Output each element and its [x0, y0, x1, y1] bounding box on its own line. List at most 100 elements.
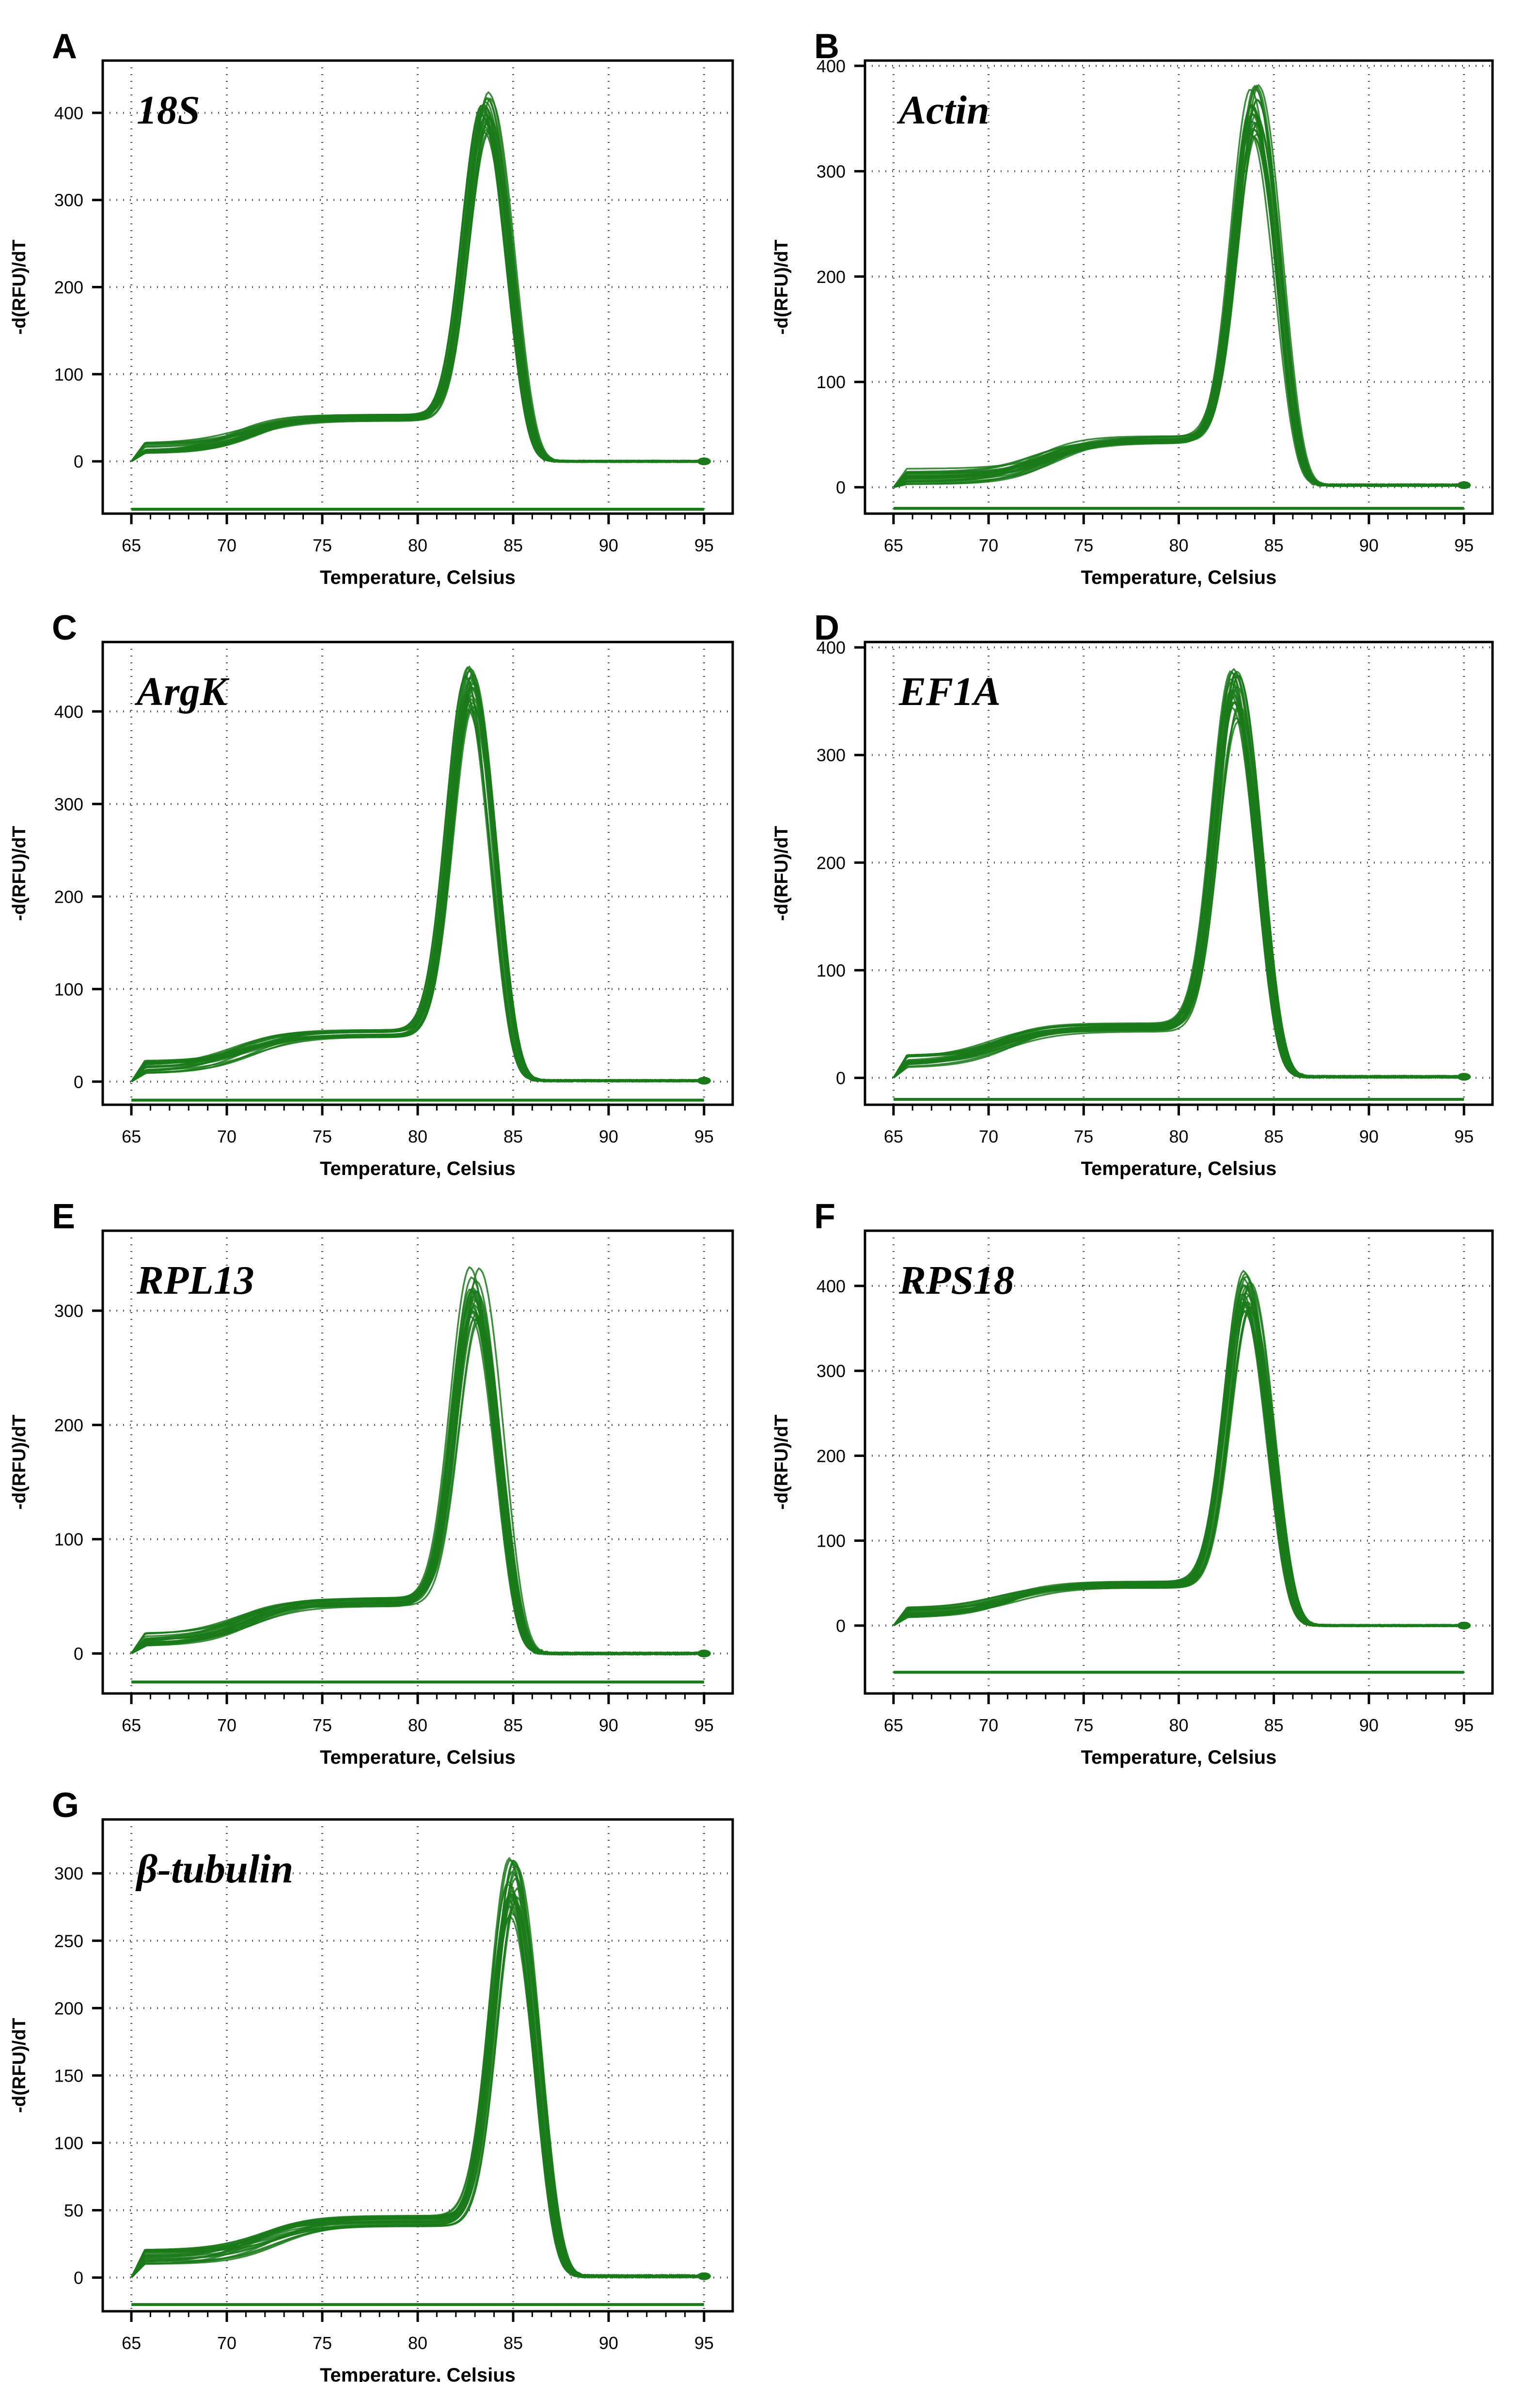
- y-tick-label: 400: [54, 103, 83, 123]
- melt-curve: [893, 1282, 1464, 1628]
- melt-curve: [131, 114, 705, 464]
- y-tick-label: 300: [54, 1301, 83, 1321]
- x-tick-label: 75: [313, 1715, 332, 1735]
- melt-curve: [893, 1306, 1464, 1628]
- x-tick-label: 95: [1454, 1715, 1474, 1735]
- melt-curve: [893, 1301, 1464, 1628]
- melt-curve: [893, 1285, 1464, 1628]
- x-tick-label: 75: [313, 1127, 332, 1146]
- melt-curves: [130, 91, 705, 464]
- x-tick-label: 65: [122, 1715, 141, 1735]
- y-tick-label: 0: [74, 1072, 83, 1092]
- x-tick-label: 70: [217, 2333, 236, 2353]
- x-tick-label: 95: [694, 535, 714, 555]
- x-tick-label: 65: [122, 535, 141, 555]
- gene-label: RPS18: [898, 1258, 1014, 1303]
- melt-curve: [893, 1301, 1465, 1628]
- y-tick-label: 200: [54, 887, 83, 907]
- melt-curve: [130, 1301, 704, 1656]
- panel-d: 65 70 75 80 85 90 95 0 100 200 300 400 Temperature, …: [771, 609, 1494, 1179]
- panel-letter: B: [814, 27, 839, 66]
- y-tick-label: 200: [817, 267, 846, 287]
- y-tick-label: 400: [54, 702, 83, 721]
- gene-label: Actin: [896, 88, 990, 133]
- melt-curve: [893, 113, 1464, 488]
- curve-end-marker: [1457, 481, 1471, 489]
- x-tick-label: 70: [979, 1127, 998, 1146]
- x-tick-label: 80: [408, 2333, 427, 2353]
- melt-curve: [131, 97, 705, 463]
- x-tick-label: 65: [884, 1127, 903, 1146]
- panel-g: 65 70 75 80 85 90 95 0 50 100 150 200 250 300 Temperat…: [9, 1786, 734, 2382]
- melt-curve: [130, 112, 705, 463]
- melt-curve: [893, 98, 1464, 488]
- melt-curves: [893, 84, 1465, 488]
- panel-letter: D: [814, 609, 839, 647]
- melt-curve: [893, 129, 1464, 488]
- y-tick-label: 0: [836, 478, 846, 498]
- curve-end-marker: [697, 1077, 711, 1085]
- melt-curve: [893, 103, 1465, 488]
- x-tick-label: 85: [1264, 1715, 1284, 1735]
- melt-curve: [130, 105, 705, 464]
- x-tick-label: 90: [599, 535, 618, 555]
- y-tick-label: 300: [817, 161, 846, 181]
- curve-end-marker: [697, 2272, 711, 2280]
- x-tick-label: 70: [979, 1715, 998, 1735]
- melt-curve: [893, 1285, 1464, 1628]
- plot-frame: [101, 1818, 734, 2313]
- gene-label: 18S: [137, 88, 200, 133]
- x-axis-label: Temperature, Celsius: [1081, 1158, 1277, 1179]
- y-tick-label: 400: [817, 638, 846, 658]
- y-axis-label: -d(RFU)/dT: [771, 239, 792, 334]
- y-tick-label: 50: [64, 2200, 83, 2220]
- panel-f: 65 70 75 80 85 90 95 0 100 200 300 400 Temperature, …: [771, 1197, 1494, 1768]
- y-tick-label: 0: [836, 1616, 846, 1636]
- x-tick-label: 95: [1454, 535, 1474, 555]
- y-tick-label: 0: [836, 1068, 846, 1088]
- y-tick-label: 250: [54, 1931, 83, 1951]
- x-tick-label: 90: [599, 2333, 618, 2353]
- melt-curve: [893, 1284, 1464, 1628]
- x-tick-label: 70: [979, 535, 998, 555]
- x-tick-label: 70: [217, 535, 236, 555]
- melt-curve: [131, 97, 705, 463]
- x-tick-label: 95: [694, 1715, 714, 1735]
- x-tick-label: 85: [503, 1715, 523, 1735]
- panel-a: 65 70 75 80 85 90 95 0 100 200 300 400 Temperature, …: [9, 27, 734, 588]
- y-tick-label: 100: [54, 1530, 83, 1550]
- melt-curve: [893, 121, 1464, 488]
- y-tick-label: 200: [54, 278, 83, 298]
- x-tick-label: 90: [599, 1127, 618, 1146]
- melt-curve: [893, 114, 1464, 488]
- y-tick-label: 100: [54, 364, 83, 384]
- melt-curve: [131, 98, 705, 464]
- y-tick-label: 200: [54, 1998, 83, 2018]
- gene-label: ArgK: [134, 669, 230, 714]
- y-tick-label: 200: [54, 1415, 83, 1435]
- y-tick-label: 0: [74, 2268, 83, 2288]
- y-tick-label: 150: [54, 2066, 83, 2085]
- x-axis-label: Temperature, Celsius: [1081, 567, 1277, 588]
- y-tick-label: 400: [817, 56, 846, 76]
- melt-curve: [131, 118, 705, 463]
- panel-letter: E: [52, 1197, 75, 1236]
- y-tick-label: 100: [817, 1531, 846, 1551]
- y-tick-label: 300: [817, 745, 846, 765]
- curve-end-marker: [1457, 1073, 1471, 1081]
- x-tick-label: 90: [1359, 535, 1379, 555]
- x-axis-label: Temperature, Celsius: [320, 1158, 516, 1179]
- panel-letter: F: [814, 1197, 835, 1236]
- x-tick-label: 75: [1074, 1127, 1093, 1146]
- y-tick-label: 300: [54, 794, 83, 814]
- melt-curves: [893, 1269, 1465, 1628]
- melt-curve: [130, 114, 705, 463]
- melt-curves: [893, 668, 1465, 1080]
- melt-curve: [131, 122, 705, 463]
- melt-curve: [131, 1300, 705, 1656]
- gene-label: EF1A: [898, 669, 1001, 714]
- x-tick-label: 70: [217, 1715, 236, 1735]
- melt-curve: [893, 127, 1465, 488]
- melt-curve: [893, 1303, 1464, 1628]
